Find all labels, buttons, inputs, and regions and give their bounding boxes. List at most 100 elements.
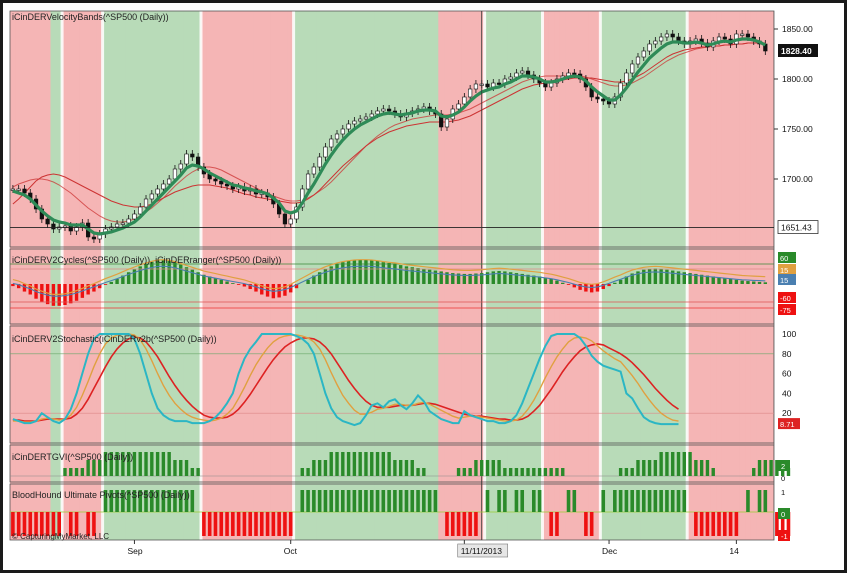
bh-bear-bar	[717, 512, 721, 536]
regime-band	[559, 11, 567, 540]
candle	[745, 33, 751, 38]
candle	[647, 43, 652, 52]
bh-bear-bar	[86, 512, 90, 536]
gvi-bar	[300, 468, 304, 476]
bh-bull-bar	[190, 490, 195, 512]
bh-bull-bar	[178, 490, 183, 512]
gvi-bar	[74, 468, 79, 476]
candle	[473, 83, 479, 90]
cycle-bar	[126, 272, 131, 284]
bh-bear-bar	[74, 512, 79, 536]
candle	[114, 223, 120, 228]
gvi-bar	[630, 468, 634, 476]
candle	[288, 218, 293, 225]
candle	[485, 83, 490, 88]
cycle-bar	[543, 277, 548, 284]
bh-bull-bar	[537, 490, 542, 512]
regime-band	[212, 11, 219, 540]
bh-bull-bar	[601, 490, 606, 512]
bh-bull-bar	[422, 490, 426, 512]
bh-bull-bar	[485, 490, 490, 512]
cycle-bar	[346, 260, 351, 284]
gvi-bar	[121, 452, 125, 476]
cycles-panel-title: iCinDERV2Cycles(^SP500 (Daily)), iCinDER…	[12, 255, 281, 265]
gvi-bar	[526, 468, 530, 476]
cycle-bar	[225, 281, 229, 284]
bh-bull-bar	[636, 490, 640, 512]
bh-bear-bar	[555, 512, 559, 536]
regime-band	[600, 11, 607, 540]
bh-bear-bar	[694, 512, 698, 536]
candle	[51, 223, 56, 230]
regime-band	[704, 11, 711, 540]
cycle-bar	[219, 279, 223, 284]
cycle-bar	[642, 269, 646, 284]
regime-band	[594, 11, 601, 540]
cycle-value-box	[778, 304, 796, 315]
bh-bear-bar	[786, 512, 791, 536]
cycle-bar	[387, 263, 391, 284]
bh-bull-bar	[381, 490, 386, 512]
gvi-bar	[196, 468, 200, 476]
cycle-bar	[115, 278, 119, 284]
bh-bull-bar	[433, 490, 438, 512]
cycle-bar	[653, 268, 658, 284]
stoch-tick-label: 60	[782, 369, 792, 379]
bh-bear-bar	[705, 512, 710, 536]
regime-band	[114, 11, 121, 540]
cycle-bar	[439, 271, 443, 284]
bh-bull-bar	[647, 490, 652, 512]
gvi-bar	[323, 460, 328, 476]
gvi-bar	[543, 468, 548, 476]
gvi-bar	[416, 468, 420, 476]
candle	[387, 108, 392, 112]
cycle-bar	[40, 284, 44, 302]
bh-bull-bar	[352, 490, 357, 512]
bh-bull-bar	[132, 490, 137, 512]
cycle-value-label: 15	[780, 276, 788, 285]
bh-bull-bar	[167, 490, 171, 512]
cycle-bar	[213, 278, 218, 284]
regime-band	[38, 11, 46, 540]
bh-bear-bar	[589, 512, 594, 536]
regime-band	[44, 11, 52, 540]
cycle-bar	[22, 284, 27, 292]
bh-bull-bar	[653, 490, 658, 512]
gvi-bar	[364, 452, 368, 476]
cycle-bar	[184, 267, 189, 284]
gvi-bar	[92, 460, 96, 476]
candle	[224, 183, 230, 187]
cycle-bar	[323, 268, 328, 284]
bh-bull-bar	[184, 490, 189, 512]
cycle-bar	[190, 269, 195, 284]
gvi-bar	[115, 452, 119, 476]
gvi-bar	[167, 452, 171, 476]
bh-bull-bar	[323, 490, 328, 512]
regime-band	[762, 11, 769, 540]
bh-bull-bar	[155, 490, 160, 512]
gvi-bar	[63, 468, 67, 476]
candle	[456, 103, 461, 110]
bh-bear-bar	[225, 512, 229, 536]
candle	[601, 98, 606, 102]
cycle-bar	[659, 268, 663, 284]
candle	[329, 138, 334, 148]
bh-bull-bar	[659, 490, 663, 512]
cycle-bar	[358, 259, 362, 284]
gvi-bar	[103, 452, 108, 476]
crosshair-value-label: 1651.43	[781, 223, 812, 233]
gvi-bar	[676, 452, 681, 476]
gvi-bar	[109, 452, 113, 476]
candle	[630, 63, 635, 74]
cycle-bar	[613, 282, 617, 284]
cycle-bar	[561, 282, 565, 284]
bh-bear-bar	[271, 512, 276, 536]
regime-band	[310, 11, 318, 540]
cycle-bar	[451, 273, 455, 284]
bloodhound-panel	[10, 490, 791, 536]
candle	[508, 76, 513, 80]
cycle-bar	[173, 262, 177, 284]
candle	[514, 72, 519, 78]
candle	[520, 70, 525, 74]
gvi-bar	[786, 468, 791, 476]
